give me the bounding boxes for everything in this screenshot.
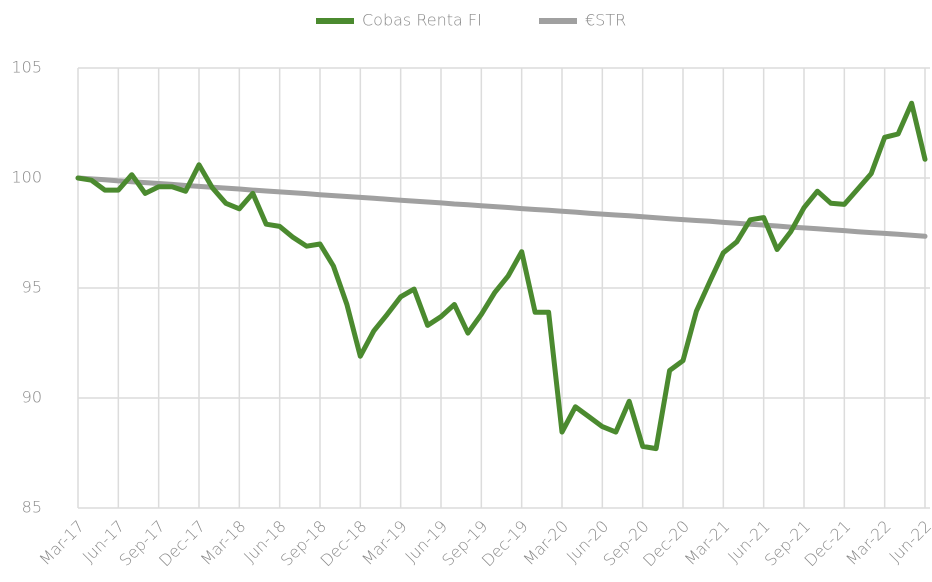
series-line (75, 100, 928, 452)
x-tick-label: Jun-22 (885, 517, 932, 567)
y-tick-label: 85 (22, 498, 42, 517)
legend-label: €STR (585, 11, 626, 30)
x-tick-label: Mar-21 (681, 517, 734, 570)
x-tick-label: Mar-18 (197, 517, 250, 570)
legend-label: Cobas Renta FI (362, 11, 482, 30)
y-tick-label: 100 (11, 168, 42, 187)
y-tick-label: 95 (22, 278, 42, 297)
x-tick-label: Mar-19 (358, 517, 411, 570)
x-tick-label: Mar-17 (35, 517, 88, 570)
y-tick-label: 90 (22, 388, 42, 407)
x-tick-label: Mar-22 (842, 517, 895, 570)
x-tick-label: Mar-20 (519, 517, 572, 570)
y-tick-label: 105 (11, 58, 42, 77)
series-line (75, 175, 928, 239)
